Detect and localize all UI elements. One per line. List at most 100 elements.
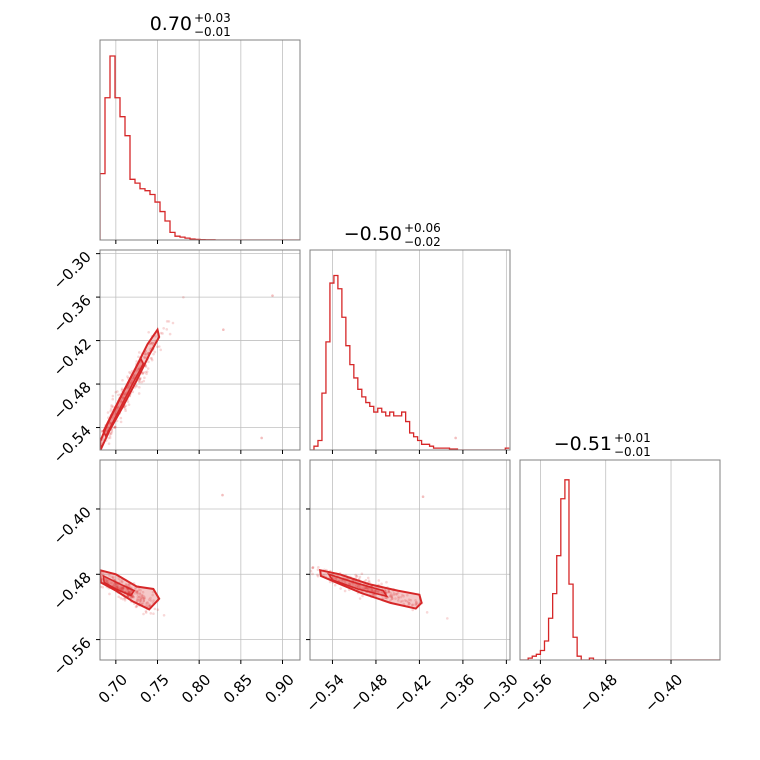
scatter-point [143,352,147,355]
outlier-point [221,493,224,497]
scatter-point [370,588,374,592]
scatter-point [135,590,138,593]
histogram-1 [310,274,510,450]
scatter-point [137,588,141,591]
scatter-point [147,603,151,606]
outlier-point [421,495,425,499]
scatter-point [171,321,175,325]
scatter-point [120,580,124,583]
scatter-point [108,434,112,438]
scatter-point [138,381,141,384]
scatter-point [153,350,157,354]
contour-inner [102,574,136,597]
title-value-2: −0.51 [554,433,612,455]
scatter-point [106,411,110,414]
scatter-point [152,599,155,602]
title-plus-2: +0.01 [614,431,651,445]
y-tick-label: −0.48 [50,378,95,423]
scatter-point [134,605,138,609]
scatter-point [119,416,123,420]
x-tick-label: 0.70 [95,671,131,707]
scatter-point [399,595,403,599]
scatter-point [108,574,111,577]
scatter-point [399,600,403,604]
scatter-point [159,348,163,352]
scatter-point [136,597,139,601]
scatter-point [129,381,133,385]
scatter-point [117,393,120,397]
scatter-point [397,595,400,599]
scatter-point [116,585,120,589]
scatter-point [119,587,122,591]
scatter-point [397,597,400,600]
scatter-point [328,580,332,584]
scatter-point [149,342,152,346]
scatter-point [137,392,141,395]
scatter-point [108,592,111,596]
scatter-point [128,371,131,374]
scatter-point [405,599,408,603]
scatter-point [126,583,130,587]
scatter-point [135,384,139,388]
scatter-point [133,375,136,378]
scatter-point [137,379,141,383]
scatter-point [135,360,138,363]
histogram-2 [520,479,720,660]
scatter-point [119,400,123,403]
scatter-point [138,377,142,381]
scatter-point [304,574,307,577]
scatter-point [113,425,117,429]
scatter-point [91,452,94,455]
scatter-point [107,436,110,440]
scatter-point [146,352,149,355]
scatter-point [110,430,114,434]
scatter-point [406,593,409,597]
scatter-point [97,579,100,582]
scatter-point [136,592,139,596]
scatter-point [168,332,172,336]
scatter-point [135,590,139,593]
scatter-point [392,591,396,595]
scatter-point [116,585,119,589]
scatter-point [132,596,135,599]
scatter-point [367,579,371,583]
scatter-point [150,358,154,362]
scatter-point [126,400,130,403]
scatter-point [155,345,159,349]
title-plus-0: +0.03 [194,11,231,25]
scatter-point [411,603,415,606]
scatter-point [126,375,129,378]
x-tick-label: −0.56 [510,671,555,716]
outlier-point [271,294,274,297]
scatter-point [108,436,112,440]
scatter-point [131,595,135,598]
scatter-point [376,590,380,594]
scatter-point [411,608,415,612]
scatter-point [334,578,338,581]
scatter-point [117,595,121,599]
scatter-point [311,566,314,569]
scatter-point [355,574,359,578]
scatter-point [364,586,368,590]
scatter-point [140,595,144,599]
scatter-point [414,603,417,607]
scatter-point [91,570,94,573]
scatter-point [105,579,108,583]
scatter-point [139,376,142,380]
scatter-point [109,409,112,413]
scatter-point [146,600,149,604]
x-tick-label: 0.80 [178,671,214,707]
outlier-point [260,436,263,440]
scatter-point [123,392,127,396]
scatter-point [120,388,124,392]
scatter-point [354,573,357,577]
scatter-point [130,379,134,383]
scatter-point [127,403,131,406]
scatter-point [150,341,154,345]
scatter-point [372,593,376,597]
scatter-point [360,572,364,576]
scatter-point [97,445,100,448]
scatter-point [373,590,377,593]
scatter-point [111,394,115,398]
scatter-point [109,407,113,411]
